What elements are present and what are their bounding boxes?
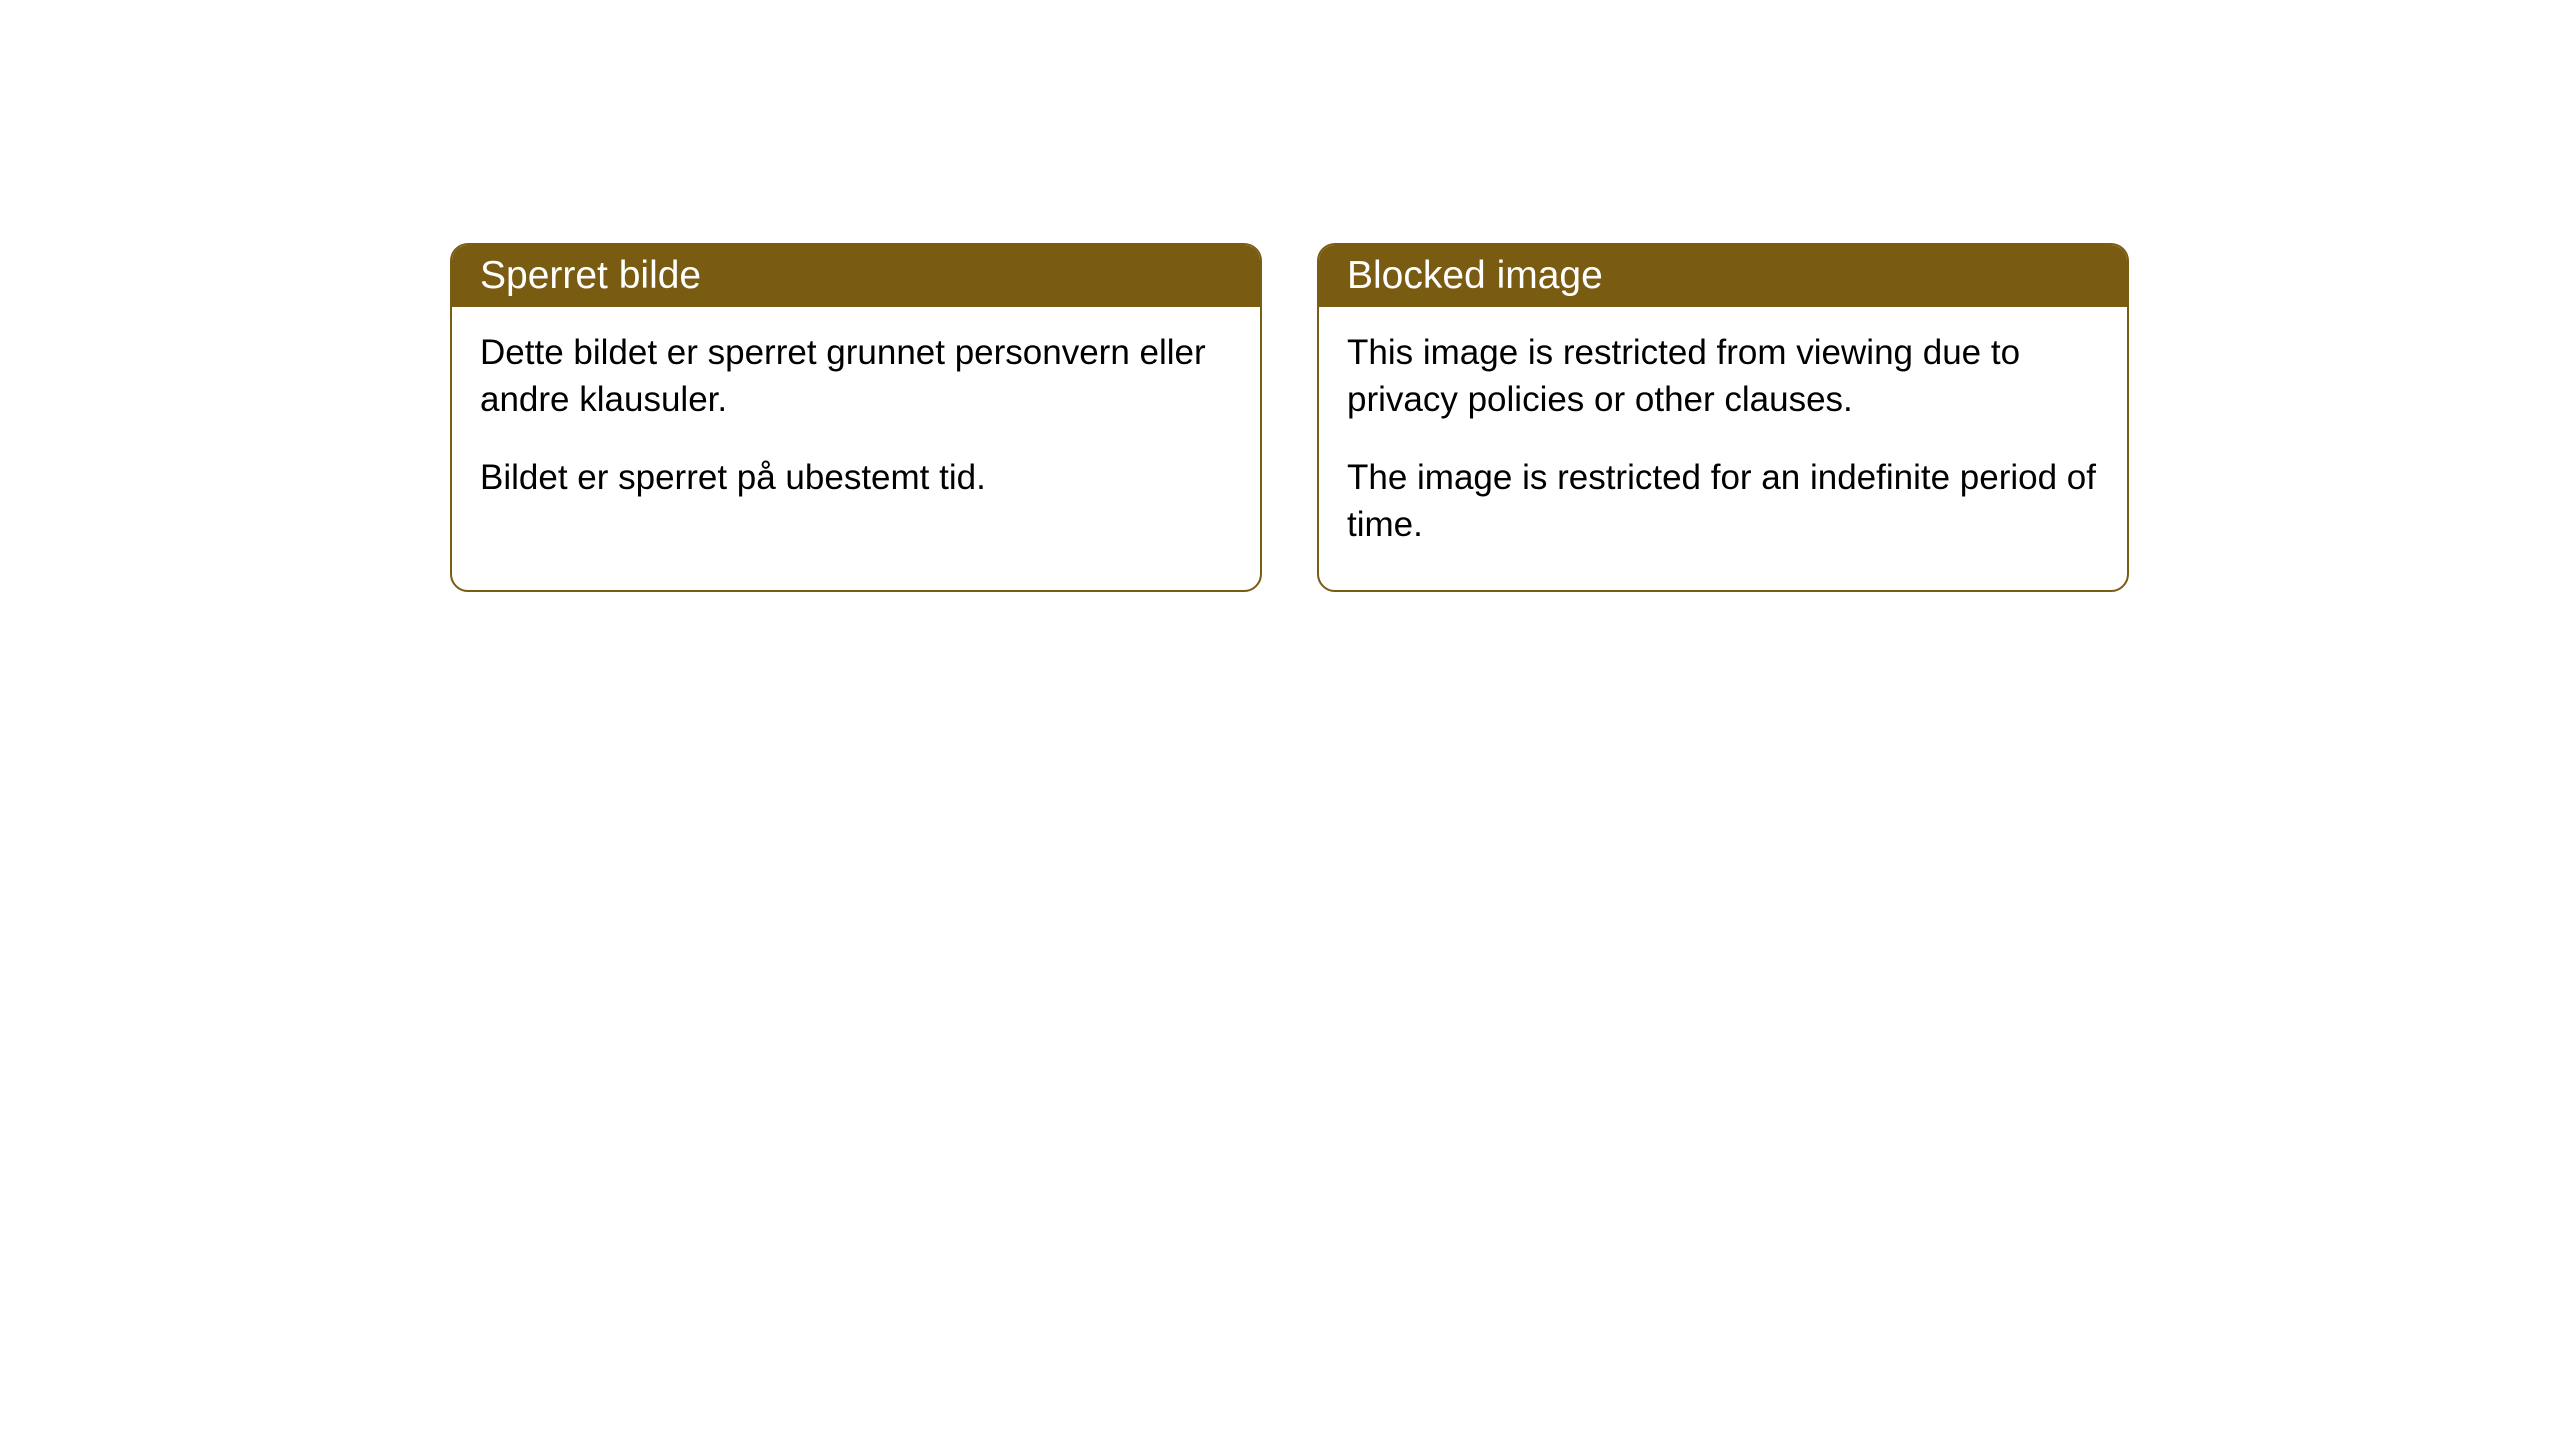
spacer (1347, 424, 2099, 454)
cards-container: Sperret bilde Dette bildet er sperret gr… (450, 243, 2129, 592)
card-header-english: Blocked image (1319, 245, 2127, 307)
card-paragraph1-norwegian: Dette bildet er sperret grunnet personve… (480, 329, 1232, 424)
spacer (480, 424, 1232, 454)
card-paragraph2-norwegian: Bildet er sperret på ubestemt tid. (480, 454, 1232, 501)
card-paragraph1-english: This image is restricted from viewing du… (1347, 329, 2099, 424)
card-norwegian: Sperret bilde Dette bildet er sperret gr… (450, 243, 1262, 592)
card-body-english: This image is restricted from viewing du… (1319, 307, 2127, 590)
card-header-norwegian: Sperret bilde (452, 245, 1260, 307)
card-english: Blocked image This image is restricted f… (1317, 243, 2129, 592)
card-title-english: Blocked image (1347, 254, 1603, 297)
card-title-norwegian: Sperret bilde (480, 254, 701, 297)
card-paragraph2-english: The image is restricted for an indefinit… (1347, 454, 2099, 549)
card-body-norwegian: Dette bildet er sperret grunnet personve… (452, 307, 1260, 543)
